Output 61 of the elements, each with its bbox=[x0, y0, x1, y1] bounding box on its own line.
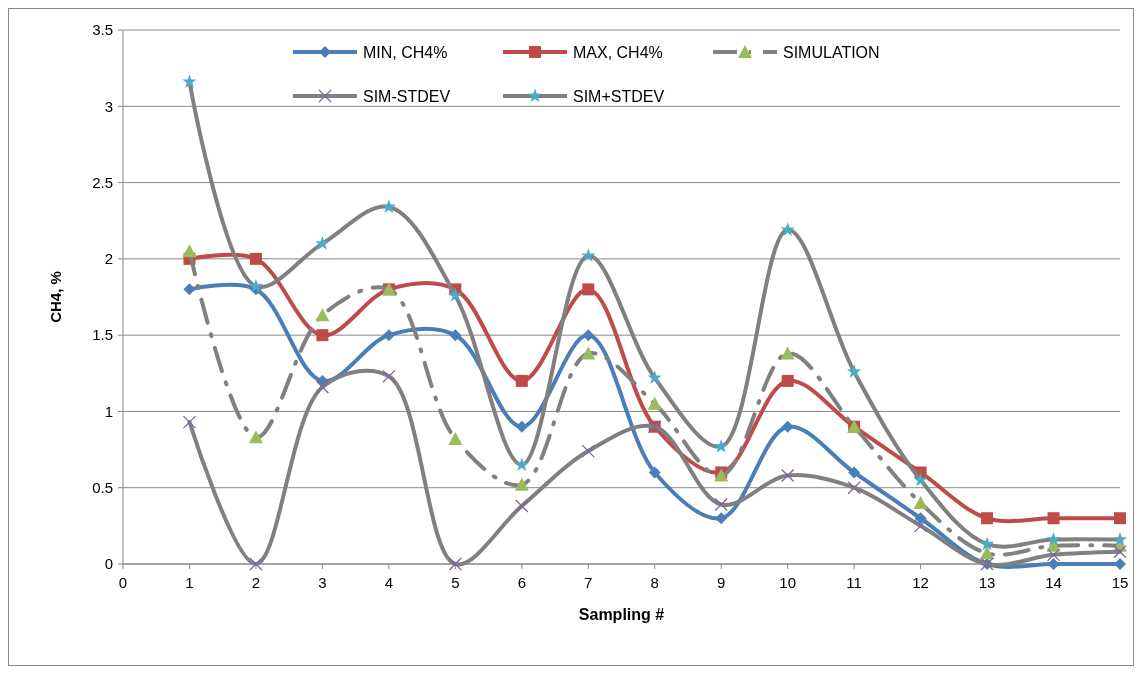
point bbox=[914, 512, 927, 525]
point bbox=[582, 329, 595, 342]
point bbox=[382, 329, 395, 342]
point bbox=[913, 519, 928, 533]
point bbox=[581, 444, 595, 458]
x-tick-label: 2 bbox=[251, 574, 261, 591]
y-tick-label: 2.5 bbox=[92, 173, 113, 191]
point bbox=[315, 380, 330, 394]
point bbox=[316, 329, 329, 342]
point bbox=[449, 329, 462, 342]
x-tick-label: 6 bbox=[517, 574, 526, 591]
legend-label: MAX, CH4% bbox=[573, 43, 663, 61]
point bbox=[183, 283, 196, 296]
point bbox=[714, 497, 728, 512]
y-tick-label: 3.5 bbox=[92, 21, 113, 39]
y-tick-label: 2 bbox=[104, 250, 113, 268]
x-tick-label: 15 bbox=[1111, 574, 1129, 591]
legend-label: SIM+STDEV bbox=[573, 87, 665, 105]
point bbox=[847, 481, 861, 495]
x-tick-label: 11 bbox=[846, 574, 862, 591]
y-tick-label: 0.5 bbox=[92, 478, 113, 496]
point bbox=[515, 374, 528, 387]
point bbox=[515, 420, 528, 433]
point bbox=[981, 512, 994, 525]
legend-label: MIN, CH4% bbox=[363, 43, 448, 61]
point bbox=[515, 499, 529, 513]
x-tick-label: 7 bbox=[584, 574, 593, 591]
point bbox=[781, 374, 794, 387]
y-tick-label: 1.5 bbox=[92, 326, 113, 344]
point bbox=[1047, 512, 1060, 525]
point bbox=[1113, 545, 1127, 559]
point bbox=[582, 283, 595, 296]
x-tick-label: 1 bbox=[185, 574, 194, 591]
x-tick-label: 5 bbox=[451, 574, 460, 591]
x-tick-label: 14 bbox=[1045, 574, 1062, 591]
x-axis-title: Sampling # bbox=[578, 606, 665, 623]
x-tick-label: 4 bbox=[384, 574, 394, 591]
y-axis-title: CH4, % bbox=[47, 271, 64, 323]
point bbox=[448, 557, 462, 571]
point bbox=[249, 252, 262, 265]
x-tick-label: 0 bbox=[118, 574, 128, 591]
point bbox=[382, 369, 396, 383]
x-tick-label: 9 bbox=[717, 574, 726, 591]
y-tick-label: 0 bbox=[104, 555, 113, 573]
x-tick-label: 8 bbox=[650, 574, 659, 591]
point bbox=[249, 557, 263, 571]
y-tick-label: 3 bbox=[104, 97, 113, 115]
legend-label: SIM-STDEV bbox=[363, 87, 451, 105]
x-tick-label: 10 bbox=[779, 574, 797, 591]
x-tick-label: 3 bbox=[318, 574, 327, 591]
y-tick-label: 1 bbox=[104, 402, 113, 420]
point bbox=[182, 415, 197, 429]
x-tick-label: 13 bbox=[978, 574, 996, 591]
point bbox=[848, 466, 861, 479]
point bbox=[1114, 512, 1126, 525]
point bbox=[715, 512, 728, 525]
point bbox=[648, 466, 661, 479]
point bbox=[1046, 548, 1061, 562]
legend-label: SIMULATION bbox=[783, 43, 880, 61]
point bbox=[781, 468, 795, 483]
x-tick-label: 12 bbox=[912, 574, 929, 591]
